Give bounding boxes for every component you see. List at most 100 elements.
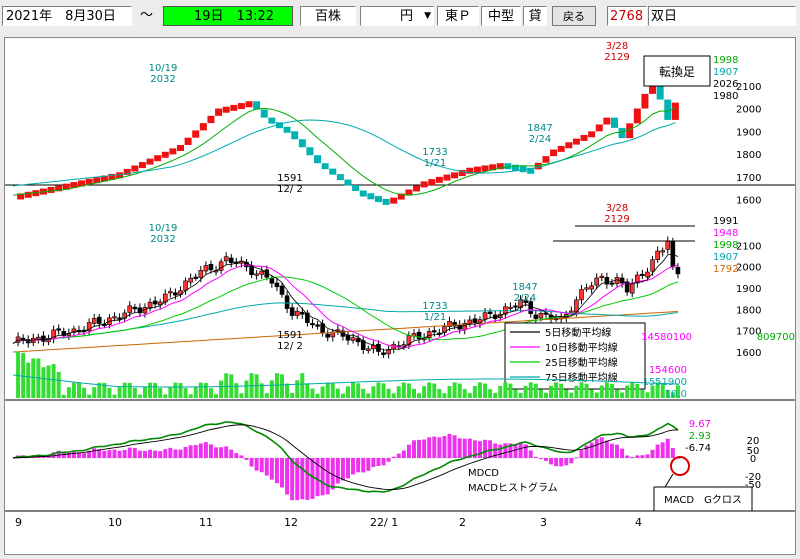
volume-bar bbox=[462, 389, 467, 398]
macd-histogram-bar bbox=[396, 453, 401, 458]
pf-column bbox=[291, 131, 299, 140]
lot-field[interactable]: 百株 bbox=[300, 6, 356, 26]
macd-histogram-bar bbox=[467, 438, 472, 458]
unit-select[interactable]: 円 ▼ bbox=[360, 6, 434, 26]
name-field: 双日 bbox=[648, 6, 796, 26]
macd-histogram-bar bbox=[142, 450, 147, 458]
market-field[interactable]: 東Ｐ bbox=[437, 6, 479, 26]
volume-bar bbox=[543, 392, 548, 398]
pf-ytick-label: 1900 bbox=[736, 127, 761, 138]
candle-body bbox=[604, 277, 610, 285]
macd-histogram-bar bbox=[153, 450, 158, 458]
candle-body bbox=[325, 333, 330, 338]
macd-ytick-label: 0 bbox=[750, 454, 756, 465]
volume-bar bbox=[244, 380, 249, 398]
pf-column bbox=[618, 127, 626, 139]
size-field[interactable]: 中型 bbox=[481, 6, 521, 26]
macd-histogram-bar bbox=[280, 458, 285, 488]
candle-body bbox=[650, 259, 655, 272]
macd-histogram-bar bbox=[564, 458, 569, 466]
volume-right-value: 10.0 bbox=[665, 389, 687, 400]
macd-histogram-bar bbox=[655, 444, 660, 458]
pf-column bbox=[55, 185, 63, 192]
code-field[interactable]: 2768 bbox=[607, 6, 647, 26]
candle-body bbox=[366, 348, 371, 351]
macd-histogram-bar bbox=[214, 447, 219, 458]
candle-body bbox=[538, 313, 544, 319]
chevron-down-icon[interactable]: ▼ bbox=[424, 11, 431, 21]
candle-body bbox=[203, 265, 209, 272]
date-field[interactable]: 2021年 8月30日 bbox=[2, 6, 132, 26]
volume-bar bbox=[503, 382, 508, 398]
volume-bar bbox=[477, 382, 482, 398]
candle-body bbox=[579, 289, 584, 301]
margin-field[interactable]: 貸 bbox=[523, 6, 547, 26]
macd-histogram-bar bbox=[269, 458, 274, 480]
macd-histogram-bar bbox=[391, 456, 396, 458]
pf-column bbox=[93, 177, 101, 184]
pf-annotation-line1: 3/28 bbox=[606, 41, 628, 52]
volume-bar bbox=[427, 382, 432, 398]
pf-column bbox=[108, 173, 116, 180]
macd-ytick-label: 20 bbox=[747, 436, 760, 447]
pf-annotation-line2: 2/24 bbox=[529, 134, 551, 145]
candle-right-value: 1792 bbox=[713, 264, 738, 275]
candle-ytick-label: 1900 bbox=[736, 284, 761, 295]
macd-panel: 20 0 -20 50 -50 9.672.93-6.74 MDCD MACDヒストグラム MA… bbox=[5, 419, 795, 512]
pf-column bbox=[283, 126, 291, 133]
volume-bar bbox=[97, 382, 102, 398]
macd-histogram-bar bbox=[538, 458, 543, 460]
volume-right-value: 14580100 bbox=[641, 332, 692, 343]
macd-histogram-bar bbox=[320, 458, 325, 496]
candle-ytick-label: 2100 bbox=[736, 241, 761, 252]
pf-column bbox=[70, 182, 78, 189]
pf-ytick-label: 1600 bbox=[736, 196, 761, 207]
volume-bar bbox=[620, 392, 625, 398]
macd-histogram-bar bbox=[427, 437, 432, 458]
volume-bar bbox=[214, 394, 219, 398]
macd-right-value: 9.67 bbox=[689, 419, 711, 430]
time-field[interactable]: 19日 13:22 bbox=[163, 6, 293, 26]
macd-histogram-bar bbox=[178, 449, 183, 458]
macd-histogram-bar bbox=[305, 458, 310, 500]
pf-column bbox=[504, 163, 512, 170]
macd-histogram-bar bbox=[61, 452, 66, 458]
candle-body bbox=[381, 352, 386, 355]
macd-histogram-bar bbox=[132, 447, 137, 458]
macd-histogram-bar bbox=[335, 458, 340, 484]
macd-histogram-bar bbox=[503, 443, 508, 458]
volume-bar bbox=[386, 388, 391, 398]
macd-histogram-bar bbox=[87, 450, 92, 458]
volume-ma-line bbox=[12, 374, 678, 388]
back-button[interactable]: 戻る bbox=[552, 6, 596, 26]
macd-histogram-bar bbox=[259, 458, 264, 473]
candle-body bbox=[355, 338, 361, 343]
pf-column bbox=[527, 167, 535, 174]
candle-ytick-label: 1700 bbox=[736, 327, 761, 338]
x-axis-label: 22/ 1 bbox=[370, 516, 398, 529]
macd-histogram-bar bbox=[82, 453, 87, 458]
pf-column bbox=[649, 79, 657, 94]
pf-column bbox=[481, 165, 489, 172]
candle-annotation-line1: 3/28 bbox=[606, 203, 628, 214]
candle-body bbox=[56, 328, 61, 331]
volume-bar bbox=[269, 380, 274, 398]
volume-bar bbox=[148, 382, 153, 398]
volume-bar bbox=[193, 386, 198, 398]
candle-body bbox=[198, 270, 204, 278]
pf-column bbox=[489, 164, 497, 171]
volume-bar bbox=[422, 386, 427, 398]
pf-column bbox=[85, 178, 93, 185]
candle-body bbox=[315, 324, 320, 327]
macd-histogram-bar bbox=[483, 439, 488, 458]
candle-body bbox=[518, 299, 523, 308]
candle-body bbox=[629, 282, 635, 294]
candle-body bbox=[310, 323, 315, 326]
volume-bar bbox=[112, 394, 117, 398]
volume-bar bbox=[127, 382, 132, 398]
pf-column bbox=[451, 172, 459, 179]
macd-histogram-bar bbox=[244, 458, 249, 461]
macd-histogram-bar bbox=[36, 454, 41, 458]
volume-bar bbox=[381, 383, 386, 398]
volume-bar bbox=[198, 382, 203, 398]
